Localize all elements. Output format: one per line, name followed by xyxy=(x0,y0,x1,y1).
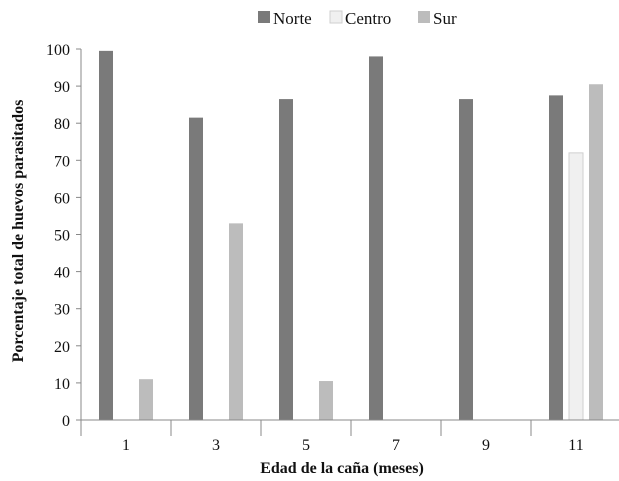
bar-norte-7 xyxy=(369,56,383,421)
legend-label-centro: Centro xyxy=(345,9,391,28)
y-tick-label: 0 xyxy=(62,413,70,430)
bar-norte-3 xyxy=(189,117,203,420)
legend-swatch-norte xyxy=(258,11,270,23)
x-tick-label: 1 xyxy=(122,437,130,454)
y-tick-label: 20 xyxy=(54,339,70,356)
bar-norte-1 xyxy=(99,50,113,420)
legend-label-sur: Sur xyxy=(433,9,457,28)
bar-norte-9 xyxy=(459,99,473,421)
y-tick-label: 80 xyxy=(54,116,70,133)
legend-label-norte: Norte xyxy=(273,9,312,28)
bar-sur-11 xyxy=(589,84,603,421)
y-tick-label: 30 xyxy=(54,302,70,319)
bar-sur-5 xyxy=(319,381,333,420)
y-tick-label: 90 xyxy=(54,79,70,96)
x-axis: 1 3 5 7 9 11 xyxy=(80,419,619,454)
y-tick-label: 70 xyxy=(54,153,70,170)
y-tick-label: 50 xyxy=(54,228,70,245)
x-tick-label: 5 xyxy=(302,437,310,454)
bars-group xyxy=(99,50,603,421)
x-tick-label: 11 xyxy=(568,437,583,454)
y-axis: 0 10 20 30 40 50 60 70 80 90 100 xyxy=(46,42,82,430)
bar-centro-11 xyxy=(568,152,584,421)
bar-sur-3 xyxy=(229,223,243,420)
x-axis-title: Edad de la caña (meses) xyxy=(260,460,424,477)
y-tick-label: 100 xyxy=(46,42,70,59)
y-axis-title: Porcentaje total de huevos parasitados xyxy=(10,100,27,363)
y-tick-label: 10 xyxy=(54,376,70,393)
y-tick-label: 60 xyxy=(54,190,70,207)
x-tick-label: 3 xyxy=(212,437,220,454)
legend: Norte Centro Sur xyxy=(258,9,457,28)
bar-norte-11 xyxy=(549,95,563,420)
y-tick-label: 40 xyxy=(54,265,70,282)
bar-sur-1 xyxy=(139,379,153,420)
bar-norte-5 xyxy=(279,99,293,421)
legend-swatch-centro xyxy=(329,10,343,24)
legend-swatch-sur xyxy=(418,11,430,23)
x-tick-label: 7 xyxy=(392,437,400,454)
x-tick-label: 9 xyxy=(482,437,490,454)
